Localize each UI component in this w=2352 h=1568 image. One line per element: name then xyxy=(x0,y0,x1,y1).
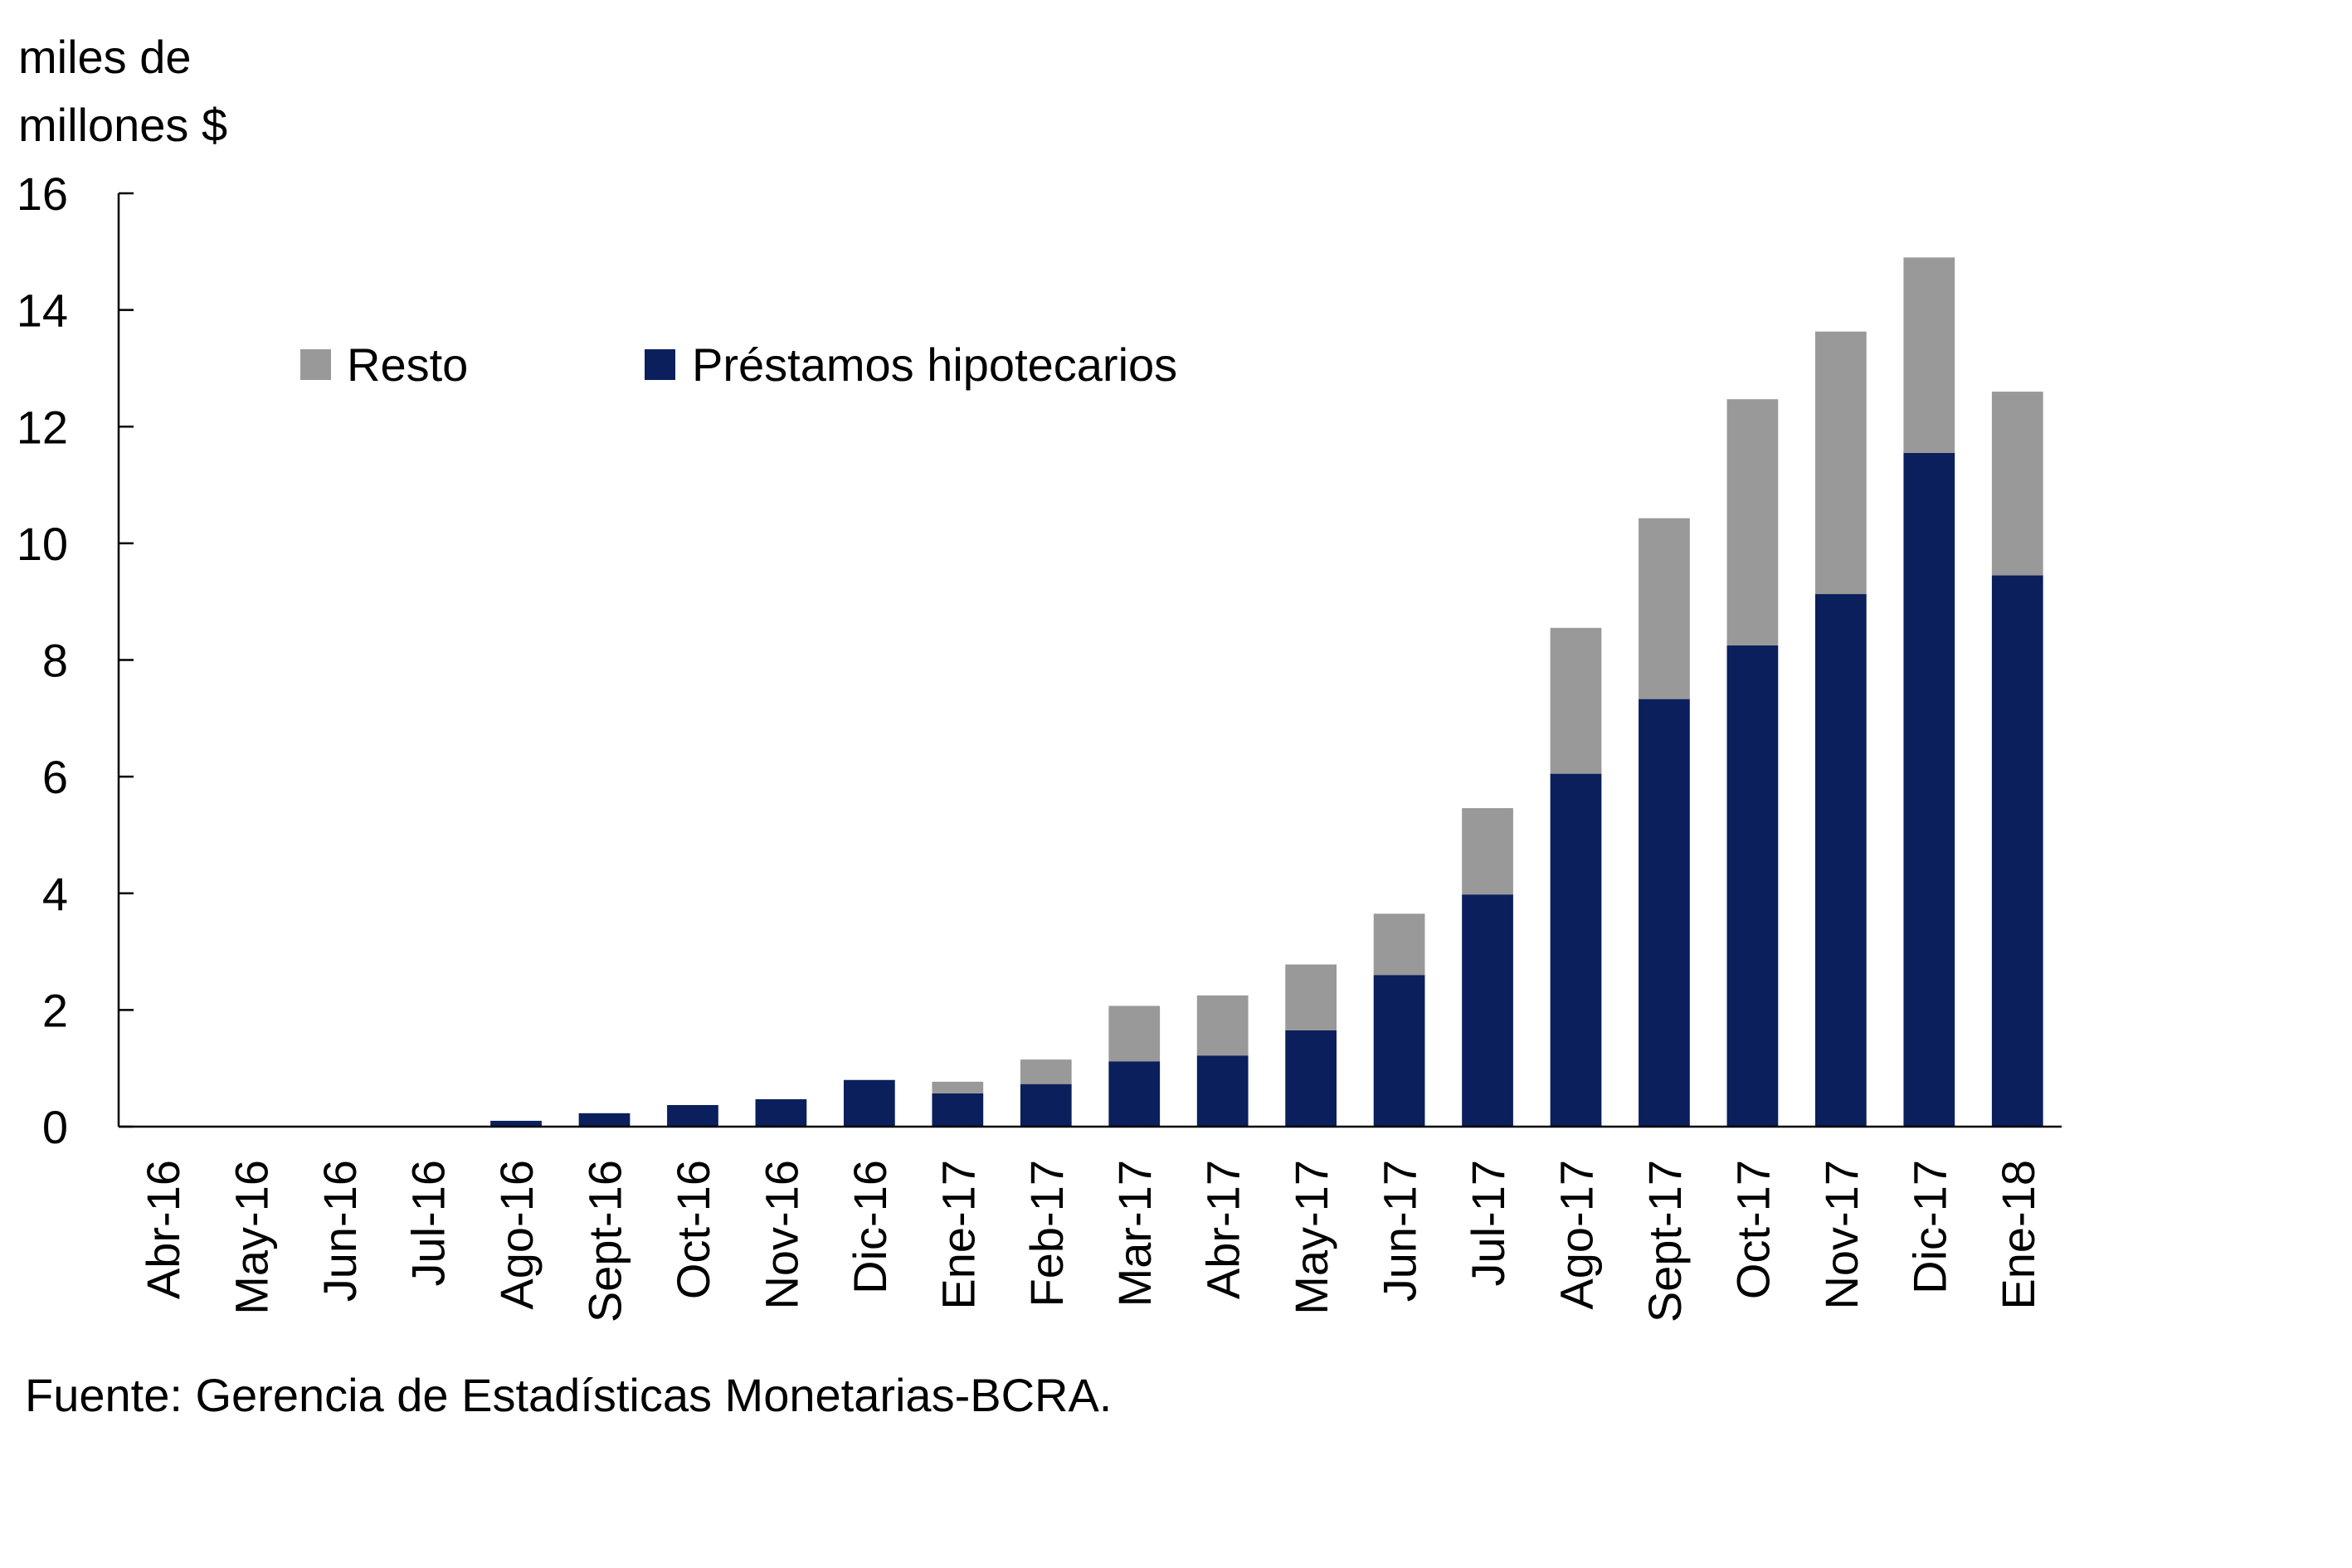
x-tick-label: Ago-17 xyxy=(1551,1160,1603,1310)
bar-resto-may-17 xyxy=(1285,964,1337,1030)
x-tick-label: May-16 xyxy=(226,1160,278,1315)
bar-prestamos-hipotecarios-dic-16 xyxy=(843,1079,895,1127)
bar-prestamos-hipotecarios-dic-17 xyxy=(1903,452,1955,1127)
x-tick-label: Dic-16 xyxy=(844,1160,896,1294)
bar-prestamos-hipotecarios-ago-16 xyxy=(490,1120,542,1127)
y-tick-label: 6 xyxy=(42,751,68,803)
bar-prestamos-hipotecarios-ene-17 xyxy=(932,1093,984,1127)
bar-resto-feb-17 xyxy=(1020,1059,1072,1084)
y-axis-label-line-2: millones $ xyxy=(18,99,227,151)
bar-prestamos-hipotecarios-sept-17 xyxy=(1639,699,1690,1127)
bar-prestamos-hipotecarios-sept-16 xyxy=(578,1113,631,1127)
bar-prestamos-hipotecarios-ago-17 xyxy=(1550,773,1602,1127)
bar-resto-jun-17 xyxy=(1373,913,1425,976)
y-tick-label: 16 xyxy=(17,168,68,220)
x-tick-label: Ago-16 xyxy=(490,1160,543,1310)
y-tick-label: 4 xyxy=(42,868,68,920)
bar-prestamos-hipotecarios-may-17 xyxy=(1285,1030,1337,1127)
bar-prestamos-hipotecarios-oct-16 xyxy=(667,1104,718,1127)
y-tick-label: 0 xyxy=(42,1101,68,1153)
bar-resto-mar-17 xyxy=(1108,1006,1161,1062)
x-tick-label: Jul-16 xyxy=(402,1160,455,1287)
x-tick-label: Mar-17 xyxy=(1108,1160,1161,1307)
y-tick-label: 12 xyxy=(17,401,68,453)
x-tick-label: Sept-17 xyxy=(1639,1160,1691,1322)
legend-label-prestamos-hipotecarios: Préstamos hipotecarios xyxy=(692,338,1177,391)
x-tick-label: Jul-17 xyxy=(1462,1160,1514,1287)
bar-resto-ago-17 xyxy=(1550,627,1602,774)
bar-prestamos-hipotecarios-nov-17 xyxy=(1814,594,1867,1127)
x-tick-label: Oct-16 xyxy=(667,1160,719,1299)
bar-prestamos-hipotecarios-mar-17 xyxy=(1108,1061,1161,1127)
x-tick-label: Jun-17 xyxy=(1374,1160,1426,1302)
x-tick-label: Abr-16 xyxy=(137,1160,189,1299)
x-ticks-layer: Abr-16 May-16 Jun-16 Jul-16 Ago-16 Sept-16 Oct… xyxy=(137,1160,2044,1322)
bar-prestamos-hipotecarios-oct-17 xyxy=(1726,645,1779,1127)
y-axis-label-line-1: miles de xyxy=(18,31,192,83)
bar-prestamos-hipotecarios-jul-17 xyxy=(1462,894,1513,1127)
x-tick-label: May-17 xyxy=(1285,1160,1337,1315)
legend-label-resto: Resto xyxy=(347,338,468,391)
x-tick-label: Ene-18 xyxy=(1992,1160,2044,1310)
x-tick-label: Feb-17 xyxy=(1020,1160,1073,1307)
bar-prestamos-hipotecarios-feb-17 xyxy=(1020,1083,1072,1127)
bar-prestamos-hipotecarios-nov-16 xyxy=(755,1098,807,1127)
y-ticks-layer: 0 2 4 6 8 10 12 14 16 xyxy=(17,168,134,1153)
legend: Resto Préstamos hipotecarios xyxy=(300,338,1177,391)
x-tick-label: Oct-17 xyxy=(1726,1160,1779,1299)
bar-prestamos-hipotecarios-jun-17 xyxy=(1373,975,1425,1127)
x-tick-label: Dic-17 xyxy=(1903,1160,1955,1294)
y-tick-label: 8 xyxy=(42,635,68,687)
bar-resto-ene-17 xyxy=(932,1081,984,1093)
bars-layer xyxy=(225,257,2043,1127)
bar-prestamos-hipotecarios-ene-18 xyxy=(1991,575,2043,1127)
bar-resto-abr-17 xyxy=(1196,995,1249,1056)
bar-resto-jul-17 xyxy=(1462,808,1513,895)
x-tick-label: Nov-17 xyxy=(1815,1160,1867,1310)
bar-resto-oct-17 xyxy=(1726,399,1779,645)
source-note: Fuente: Gerencia de Estadísticas Monetar… xyxy=(25,1369,1112,1421)
bar-resto-nov-17 xyxy=(1814,331,1867,595)
x-tick-label: Abr-17 xyxy=(1197,1160,1249,1299)
x-tick-label: Nov-16 xyxy=(755,1160,807,1310)
y-tick-label: 2 xyxy=(42,984,68,1036)
legend-swatch-prestamos-hipotecarios xyxy=(645,349,675,380)
x-tick-label: Jun-16 xyxy=(314,1160,366,1302)
bar-resto-sept-17 xyxy=(1639,518,1690,699)
x-tick-label: Sept-16 xyxy=(579,1160,631,1322)
legend-swatch-resto xyxy=(300,349,331,380)
x-tick-label: Ene-17 xyxy=(932,1160,984,1310)
bar-resto-ene-18 xyxy=(1991,392,2043,576)
bar-prestamos-hipotecarios-abr-17 xyxy=(1196,1055,1249,1127)
bar-resto-dic-17 xyxy=(1903,257,1955,453)
y-tick-label: 14 xyxy=(17,285,68,337)
y-tick-label: 10 xyxy=(17,518,68,570)
